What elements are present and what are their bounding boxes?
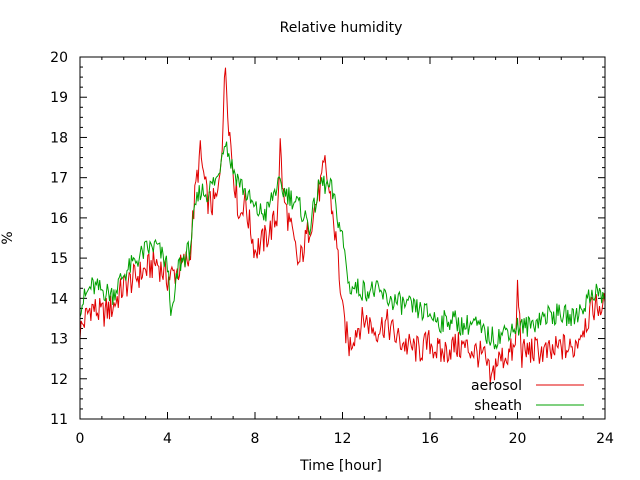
y-tick-label: 18 [50,130,68,146]
series-line-sheath [79,141,606,350]
legend-label-sheath: sheath [474,398,522,414]
series-layer [79,67,606,384]
x-tick-label: 8 [251,431,260,447]
y-tick-label: 20 [50,50,68,66]
x-tick-label: 16 [421,431,439,447]
legend-label-aerosol: aerosol [471,378,522,394]
y-tick-label: 16 [50,211,68,227]
y-tick-label: 12 [50,372,68,388]
y-tick-label: 11 [50,412,68,428]
x-axis-label: Time [hour] [299,458,382,474]
chart-title: Relative humidity [280,20,403,36]
x-tick-label: 12 [334,431,352,447]
legend: aerosol sheath [471,378,584,414]
x-tick-label: 24 [596,431,614,447]
y-tick-label: 19 [50,90,68,106]
y-tick-label: 14 [50,291,68,307]
y-axis-label: % [0,231,16,244]
x-tick-label: 20 [509,431,527,447]
y-tick-label: 17 [50,171,68,187]
axis-tick-labels: 11 12 13 14 15 16 17 18 19 20 0 4 8 12 16 20 24 [50,50,614,447]
series-line-aerosol [79,67,606,384]
y-tick-label: 15 [50,251,68,267]
x-tick-label: 0 [76,431,85,447]
x-tick-label: 4 [163,431,172,447]
plot-frame [79,56,606,420]
y-tick-label: 13 [50,332,68,348]
